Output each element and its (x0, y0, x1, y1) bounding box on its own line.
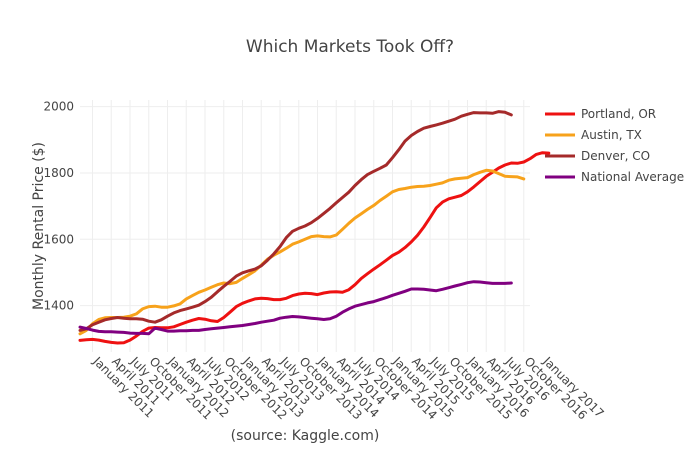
legend-label: Portland, OR (581, 107, 656, 121)
y-tick-label: 2000 (43, 100, 74, 114)
legend-label: Denver, CO (581, 149, 650, 163)
legend-label: National Average (581, 170, 684, 184)
series-line (78, 168, 526, 336)
chart-title: Which Markets Took Off? (246, 37, 454, 57)
legend-label: Austin, TX (581, 128, 642, 142)
y-tick-label: 1800 (43, 166, 74, 180)
series-line (78, 151, 551, 345)
y-axis: 1400 1600 1800 2000 (43, 100, 74, 313)
legend: Portland, OR Austin, TX Denver, CO National… (545, 107, 684, 184)
y-tick-label: 1400 (43, 299, 74, 313)
y-tick-label: 1600 (43, 232, 74, 246)
y-axis-title: Monthly Rental Price ($) (31, 142, 47, 310)
series-line (78, 110, 513, 332)
x-axis-title: (source: Kaggle.com) (231, 428, 380, 444)
grid (80, 100, 530, 352)
series-line (78, 280, 513, 336)
plot-area (78, 110, 551, 345)
